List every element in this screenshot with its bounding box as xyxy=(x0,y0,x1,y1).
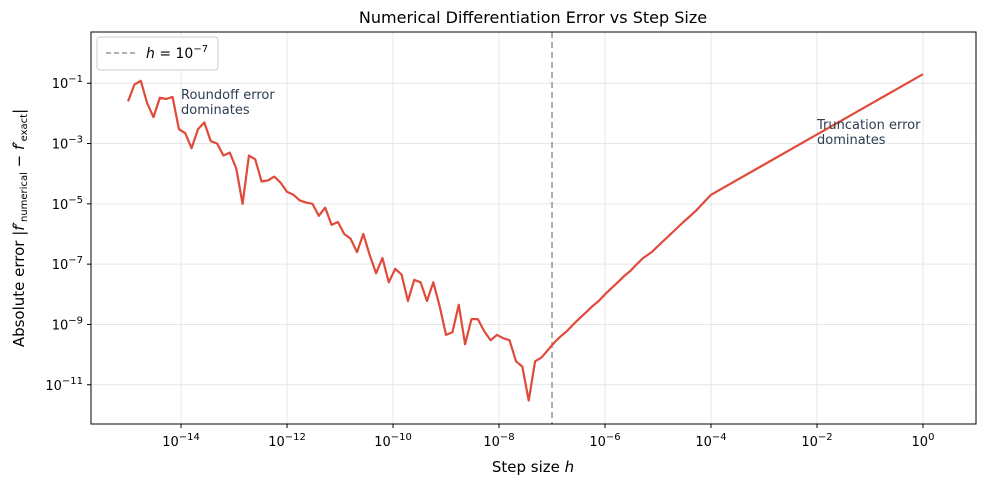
x-tick-label: 10−10 xyxy=(374,432,412,450)
annotation: Truncation error dominates xyxy=(816,118,921,148)
x-tick-label: 100 xyxy=(912,432,935,450)
x-axis-label-var: h xyxy=(565,458,575,476)
chart-title: Numerical Differentiation Error vs Step … xyxy=(359,8,707,27)
annotation: Roundoff error dominates xyxy=(181,88,275,118)
x-tick-label: 10−4 xyxy=(695,432,726,450)
x-tick-label: 10−2 xyxy=(801,432,832,450)
y-axis-label: Absolute error |f′numerical − f′exact| xyxy=(10,109,30,347)
x-axis-label: Step size h xyxy=(492,458,574,476)
grid xyxy=(91,32,976,424)
y-tick-label: 10−7 xyxy=(52,255,83,273)
annotations: Roundoff error dominates Truncation error d… xyxy=(181,88,921,148)
y-tick-label: 10−5 xyxy=(52,195,83,213)
plot-frame xyxy=(90,31,977,425)
x-tick-label: 10−6 xyxy=(589,432,620,450)
y-tick-label: 10−11 xyxy=(45,376,83,394)
y-axis-ticks: 10−11 10−9 10−7 10−5 10−3 10−1 xyxy=(45,74,91,394)
series-line xyxy=(127,73,924,402)
x-tick-label: 10−12 xyxy=(268,432,306,450)
x-axis-ticks: 10−14 10−12 10−10 10−8 10−6 10−4 10−2 100 xyxy=(162,424,934,450)
legend: h = 10−7 xyxy=(96,36,219,71)
x-tick-label: 10−14 xyxy=(162,432,200,450)
legend-entry-ref: h = 10−7 xyxy=(146,44,208,62)
series-group xyxy=(127,73,924,402)
x-axis-label-text: Step size xyxy=(492,458,565,476)
y-tick-label: 10−3 xyxy=(52,135,83,153)
y-tick-label: 10−9 xyxy=(52,315,83,333)
x-tick-label: 10−8 xyxy=(483,432,514,450)
y-tick-label: 10−1 xyxy=(52,74,83,92)
legend-box xyxy=(96,36,219,71)
